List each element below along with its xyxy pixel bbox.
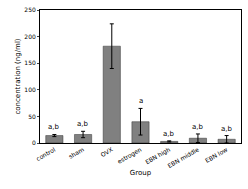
- svg-text:sham: sham: [67, 146, 85, 160]
- svg-text:EBN middle: EBN middle: [166, 145, 200, 169]
- svg-text:EBN high: EBN high: [144, 146, 172, 167]
- svg-text:Group: Group: [130, 169, 152, 177]
- svg-text:200: 200: [24, 33, 36, 40]
- svg-text:a: a: [139, 97, 143, 105]
- svg-text:100: 100: [24, 86, 36, 93]
- svg-text:estrogen: estrogen: [116, 146, 143, 166]
- svg-text:150: 150: [24, 59, 36, 66]
- svg-text:control: control: [35, 145, 57, 162]
- svg-text:concentration (ng/ml): concentration (ng/ml): [14, 38, 22, 114]
- svg-text:a,b: a,b: [48, 123, 60, 131]
- svg-text:EBN low: EBN low: [204, 146, 229, 164]
- svg-text:a,b: a,b: [77, 120, 89, 128]
- svg-text:50: 50: [28, 113, 36, 120]
- svg-text:OVX: OVX: [99, 146, 114, 158]
- svg-text:250: 250: [24, 6, 36, 13]
- svg-text:a,b: a,b: [192, 123, 204, 131]
- svg-text:a,b: a,b: [163, 130, 175, 138]
- svg-text:a,b: a,b: [221, 125, 233, 133]
- svg-text:0: 0: [32, 139, 36, 146]
